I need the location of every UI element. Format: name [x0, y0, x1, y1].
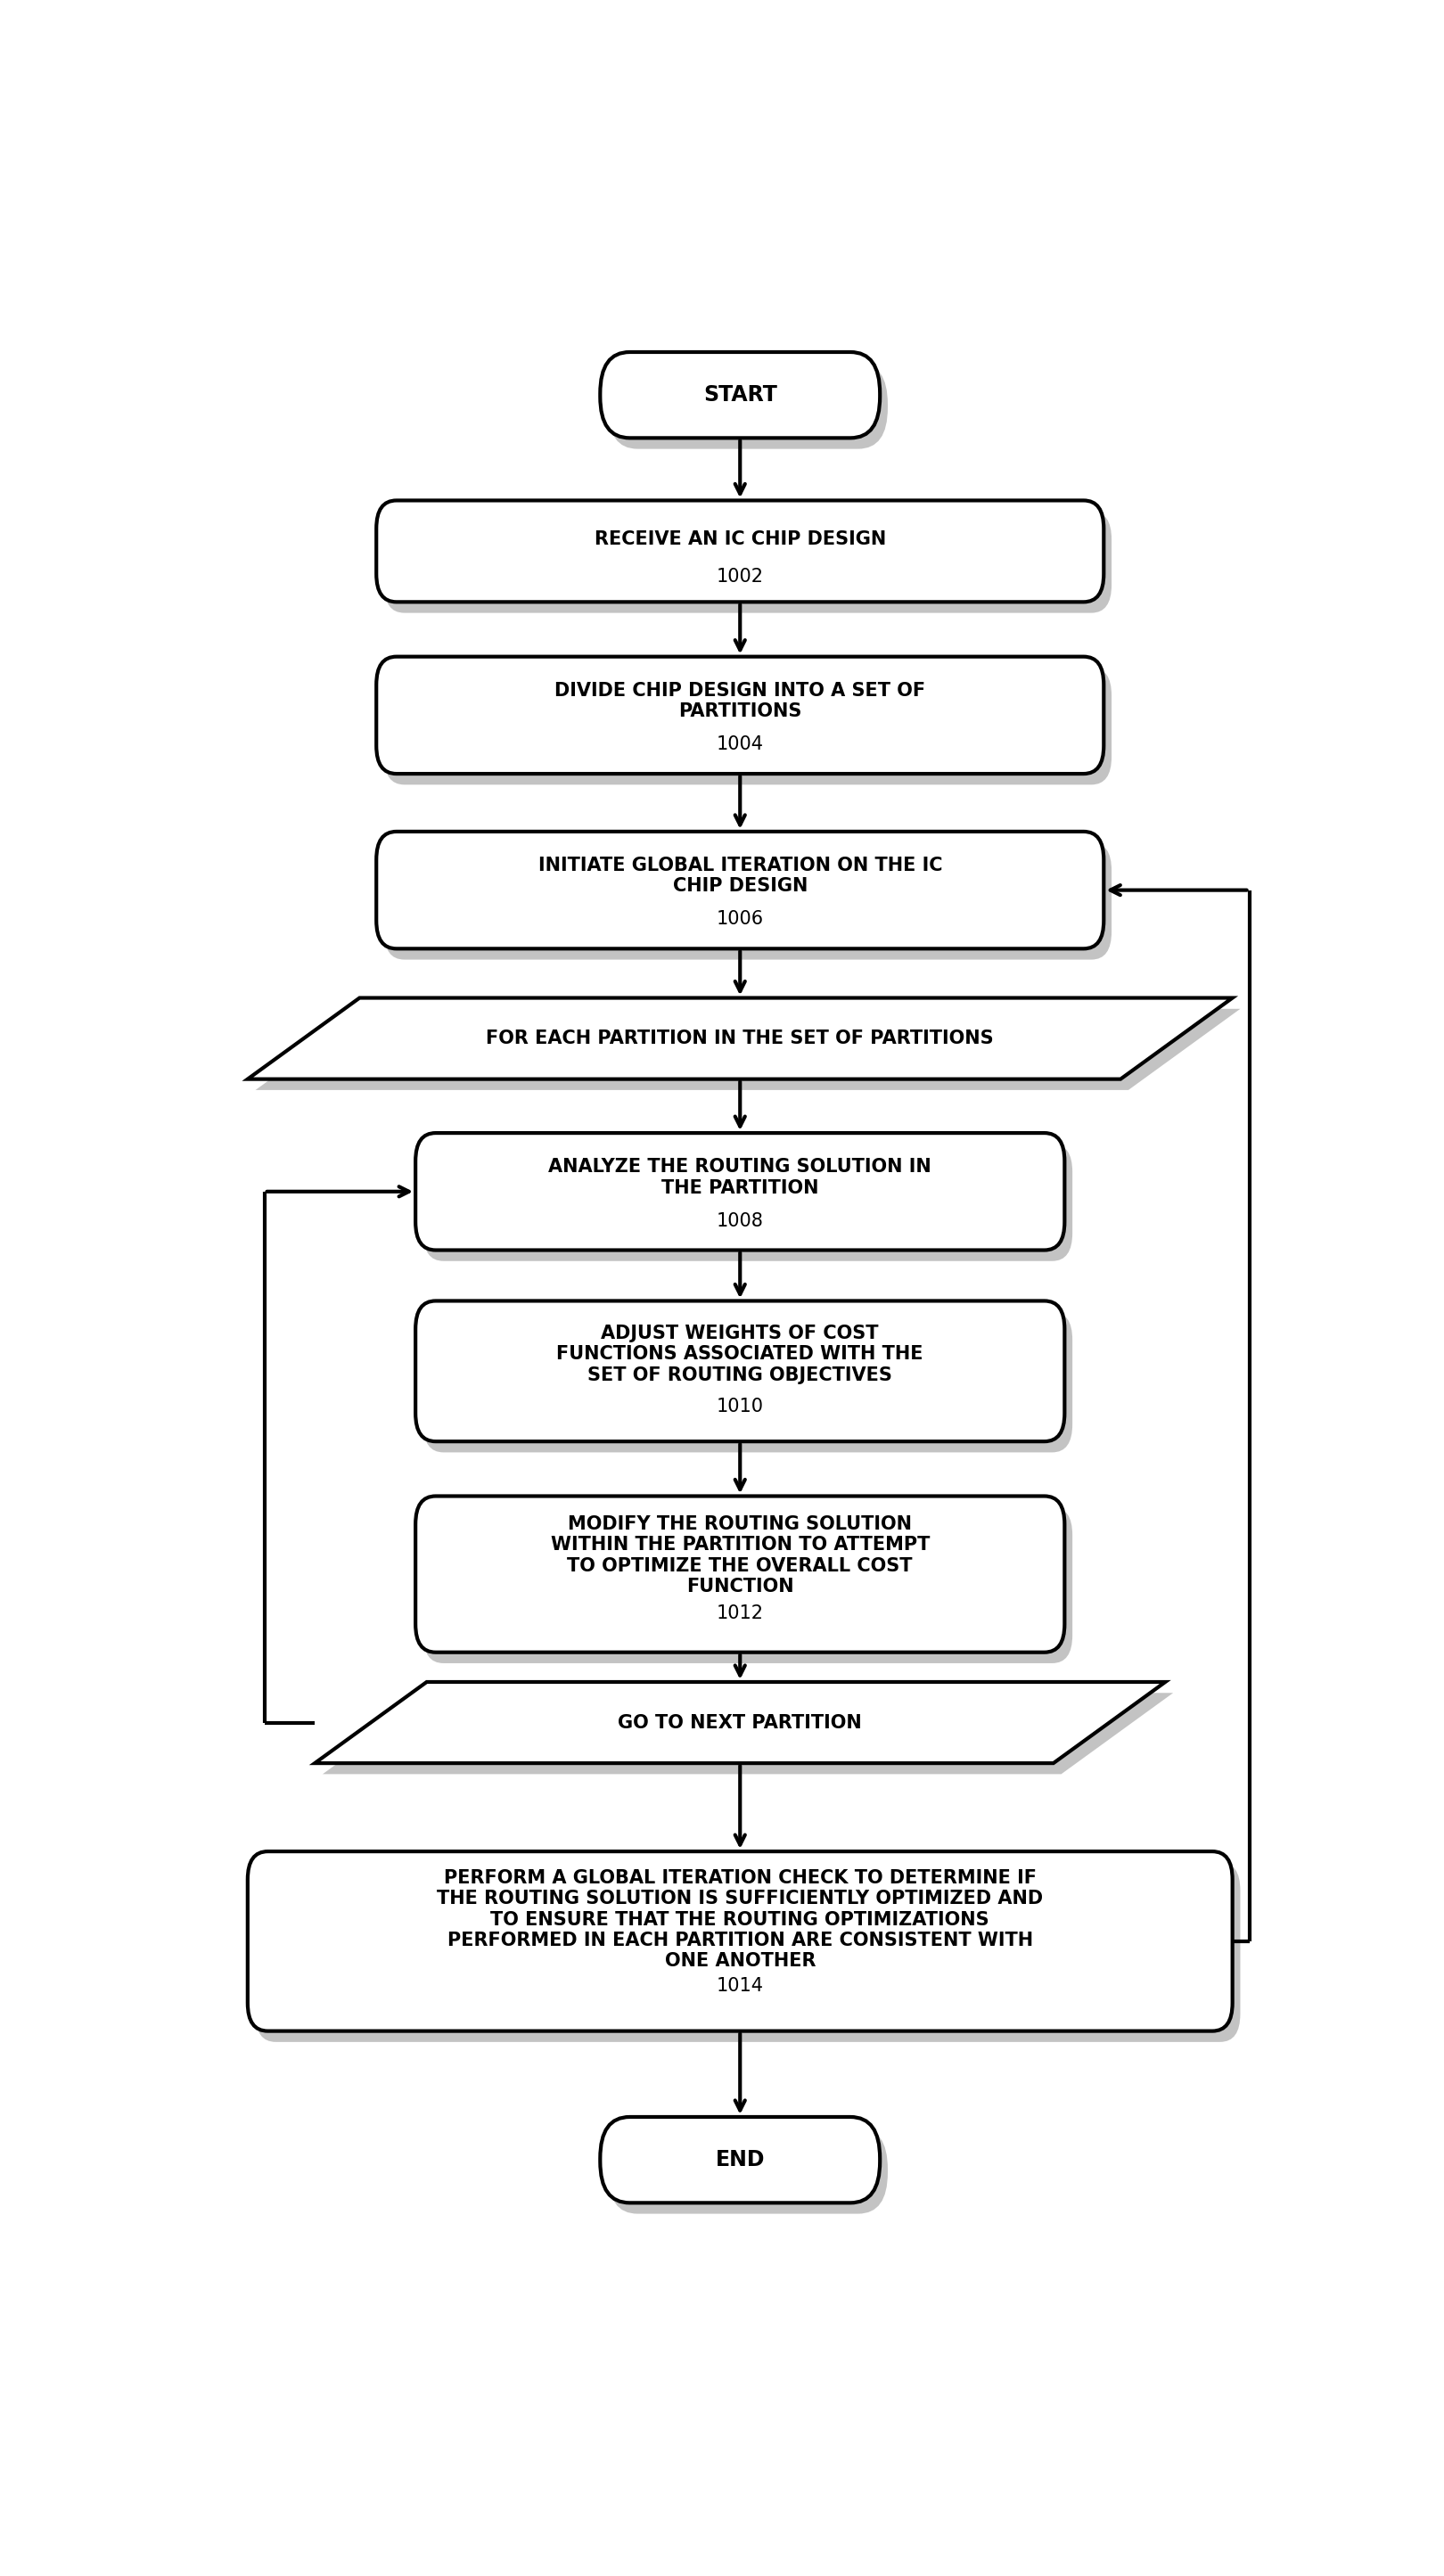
Text: GO TO NEXT PARTITION: GO TO NEXT PARTITION	[618, 1713, 862, 1731]
FancyBboxPatch shape	[377, 657, 1103, 773]
Text: 1006: 1006	[716, 909, 764, 927]
FancyBboxPatch shape	[377, 500, 1103, 603]
FancyBboxPatch shape	[416, 1497, 1064, 1651]
Polygon shape	[315, 1682, 1165, 1762]
Text: 1002: 1002	[716, 567, 764, 585]
Text: 1008: 1008	[716, 1211, 764, 1229]
FancyBboxPatch shape	[256, 1862, 1240, 2043]
FancyBboxPatch shape	[608, 363, 888, 448]
FancyBboxPatch shape	[384, 667, 1112, 786]
Text: FOR EACH PARTITION IN THE SET OF PARTITIONS: FOR EACH PARTITION IN THE SET OF PARTITI…	[487, 1030, 993, 1048]
FancyBboxPatch shape	[423, 1144, 1073, 1262]
Text: 1004: 1004	[716, 737, 764, 752]
Text: END: END	[715, 2148, 765, 2172]
Text: ADJUST WEIGHTS OF COST
FUNCTIONS ASSOCIATED WITH THE
SET OF ROUTING OBJECTIVES: ADJUST WEIGHTS OF COST FUNCTIONS ASSOCIA…	[556, 1324, 924, 1383]
FancyBboxPatch shape	[416, 1301, 1064, 1443]
Text: ANALYZE THE ROUTING SOLUTION IN
THE PARTITION: ANALYZE THE ROUTING SOLUTION IN THE PART…	[549, 1159, 931, 1198]
FancyBboxPatch shape	[423, 1507, 1073, 1664]
Polygon shape	[248, 997, 1233, 1079]
FancyBboxPatch shape	[423, 1311, 1073, 1453]
Text: START: START	[703, 384, 777, 404]
FancyBboxPatch shape	[377, 832, 1103, 948]
FancyBboxPatch shape	[601, 353, 879, 438]
Text: RECEIVE AN IC CHIP DESIGN: RECEIVE AN IC CHIP DESIGN	[593, 531, 887, 549]
Text: 1014: 1014	[716, 1978, 764, 1994]
FancyBboxPatch shape	[384, 513, 1112, 613]
Text: PERFORM A GLOBAL ITERATION CHECK TO DETERMINE IF
THE ROUTING SOLUTION IS SUFFICI: PERFORM A GLOBAL ITERATION CHECK TO DETE…	[438, 1870, 1043, 1971]
Text: DIVIDE CHIP DESIGN INTO A SET OF
PARTITIONS: DIVIDE CHIP DESIGN INTO A SET OF PARTITI…	[554, 683, 926, 721]
Polygon shape	[256, 1010, 1240, 1090]
Text: INITIATE GLOBAL ITERATION ON THE IC
CHIP DESIGN: INITIATE GLOBAL ITERATION ON THE IC CHIP…	[539, 858, 941, 896]
FancyBboxPatch shape	[601, 2117, 879, 2202]
FancyBboxPatch shape	[416, 1133, 1064, 1249]
FancyBboxPatch shape	[608, 2128, 888, 2213]
Text: 1012: 1012	[716, 1605, 764, 1623]
FancyBboxPatch shape	[384, 842, 1112, 961]
Polygon shape	[322, 1692, 1173, 1775]
Text: MODIFY THE ROUTING SOLUTION
WITHIN THE PARTITION TO ATTEMPT
TO OPTIMIZE THE OVER: MODIFY THE ROUTING SOLUTION WITHIN THE P…	[550, 1515, 930, 1595]
Text: 1010: 1010	[716, 1396, 764, 1414]
FancyBboxPatch shape	[248, 1852, 1232, 2030]
